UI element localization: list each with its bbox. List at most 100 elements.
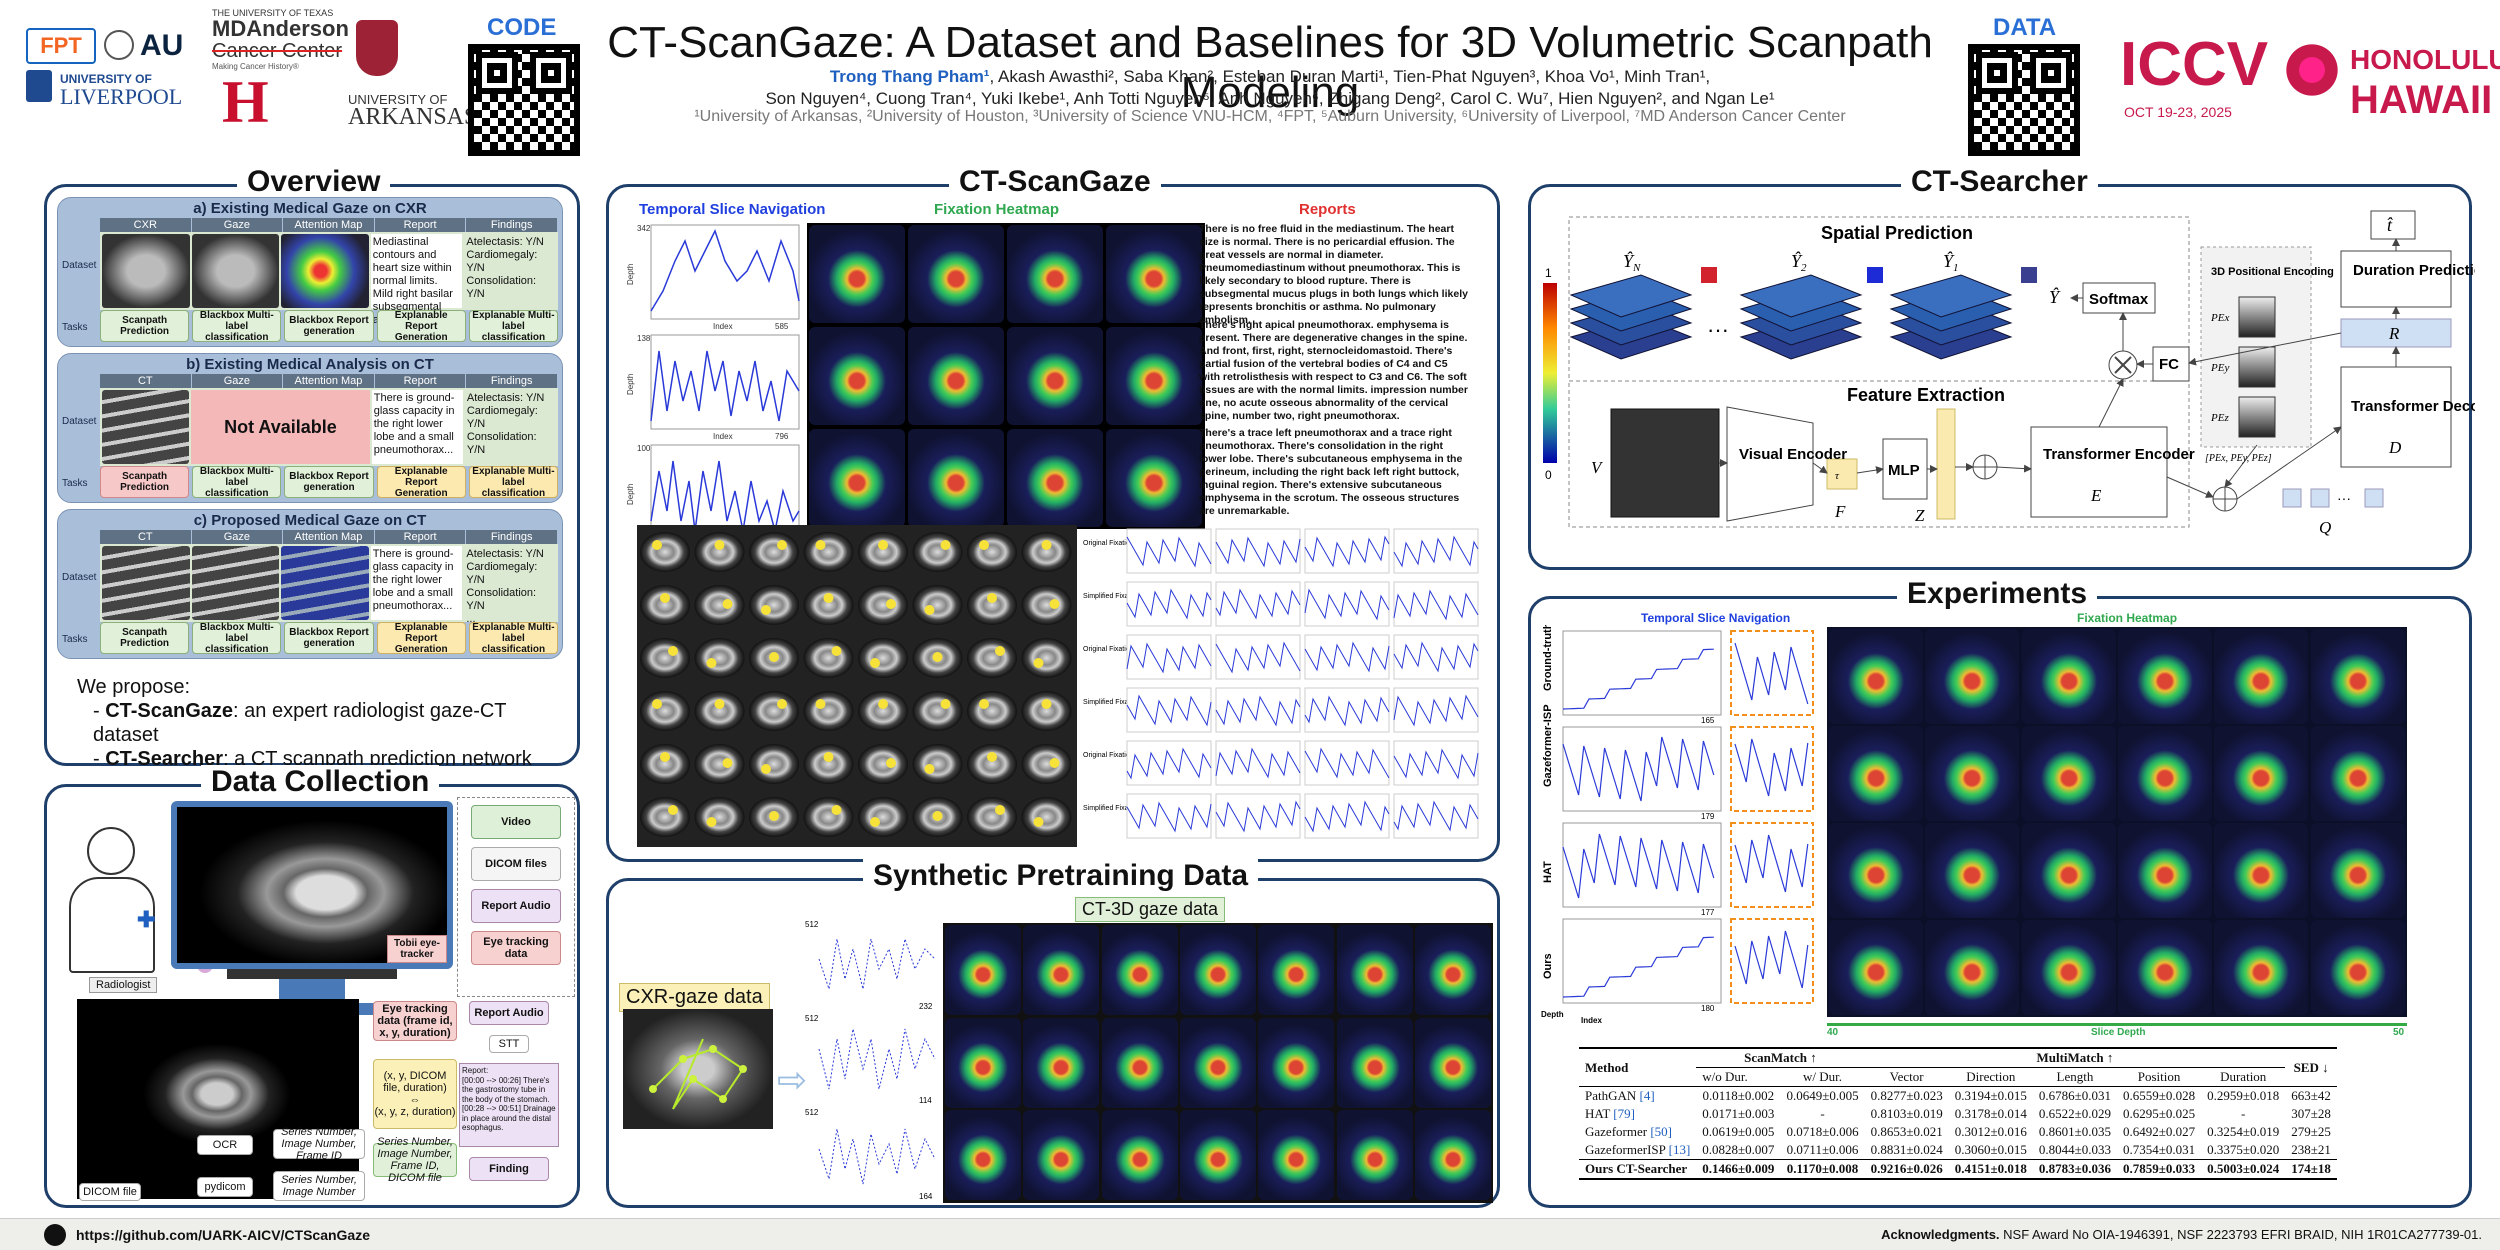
- method-cell: Ours CT-Searcher: [1585, 1161, 1688, 1176]
- fixation-series-line: [1215, 536, 1301, 568]
- exp-temporal-label: Temporal Slice Navigation: [1641, 611, 1791, 625]
- col-header: CT: [100, 374, 192, 388]
- fixation-dot: [940, 540, 951, 550]
- code-qr-icon[interactable]: [468, 44, 580, 156]
- radiologist-body-icon: [69, 877, 155, 973]
- ct-slice-tile: [858, 638, 908, 678]
- fixation-dot: [706, 658, 717, 668]
- exp-heatmap-tile: [2214, 920, 2309, 1015]
- plot-ytick: 100: [637, 444, 651, 453]
- fixation-series-line: [1126, 536, 1212, 568]
- th-sub: Direction: [1966, 1069, 2016, 1084]
- fixation-dot: [932, 652, 943, 662]
- fixation-dot: [1033, 658, 1044, 668]
- synthetic-heatmap-tile: [1414, 925, 1491, 1015]
- tasks-label: Tasks: [62, 322, 88, 333]
- value-cell: 0.8044±0.033: [2038, 1142, 2111, 1157]
- fixation-dot: [878, 540, 888, 550]
- box-c-columns: CT Gaze Attention Map Report Findings: [100, 530, 558, 544]
- plot-1: 342 585 Index Depth: [626, 224, 800, 331]
- output-eye-tracking: Eye tracking data: [471, 931, 561, 965]
- fixation-series-line: [1215, 641, 1301, 674]
- task-chip: Blackbox Report generation: [284, 622, 374, 654]
- value-cell: 0.1466±0.009: [1702, 1161, 1775, 1176]
- scangaze-panel: CT-ScanGaze Temporal Slice Navigation Fi…: [606, 165, 1500, 862]
- exp-heatmap-tile: [1829, 726, 1923, 821]
- fixation-series-line: [1304, 747, 1390, 779]
- ct-slice-tile: [749, 585, 799, 625]
- synthetic-heatmap-tile: [945, 1017, 1021, 1108]
- col-header: Attention Map: [283, 218, 375, 232]
- synthetic-title: Synthetic Pretraining Data: [863, 859, 1259, 893]
- heatmap-tile: [1007, 429, 1103, 527]
- cxr-gaze-path: [649, 1038, 747, 1110]
- not-available-box: Not Available: [191, 390, 370, 464]
- value-cell: 0.4151±0.018: [1954, 1161, 2027, 1176]
- colorbar-top: 1: [1545, 266, 1552, 280]
- y-2-label: Ŷ2: [1791, 250, 1807, 274]
- plot-ytick: 512: [805, 1014, 819, 1023]
- th-sed: SED ↓: [2293, 1059, 2329, 1075]
- arkansas-line2: ARKANSAS: [348, 104, 478, 130]
- fixation-series-line: [1393, 535, 1479, 568]
- fixation-dot: [706, 817, 717, 827]
- heatmap-tile: [908, 327, 1004, 425]
- method-cell: GazeformerISP [13]: [1585, 1142, 1691, 1157]
- col-header: Gaze: [191, 374, 284, 388]
- ct-slice-tile: [749, 532, 799, 572]
- exp-slice-line: [1562, 736, 1715, 802]
- task-chip: Blackbox Report generation: [284, 310, 374, 342]
- th-sub: Duration: [2220, 1069, 2267, 1084]
- th-sub: w/ Dur.: [1803, 1069, 1842, 1084]
- fixation-dot: [995, 646, 1005, 656]
- dataset-label: Dataset: [62, 572, 97, 583]
- box-c-tasks: Scanpath Prediction Blackbox Multi-label…: [100, 622, 559, 655]
- fixation-dot: [660, 593, 670, 603]
- data-qr-icon[interactable]: [1968, 44, 2080, 156]
- fixation-heatmap-grid: [807, 223, 1205, 529]
- y-n-label: ŶN: [1623, 250, 1641, 274]
- exp-row-label: Gazeformer-ISP: [1542, 704, 1554, 787]
- series-frame-dicom-box: Series Number, Image Number, Frame ID, D…: [373, 1136, 457, 1184]
- table-row: Ours CT-Searcher 0.1466±0.009 0.1170±0.008…: [1579, 1159, 2337, 1179]
- github-link[interactable]: https://github.com/UARK-AICV/CTScanGaze: [76, 1227, 371, 1243]
- cxr-gaze-image: [623, 1009, 773, 1129]
- th-method: Method: [1585, 1059, 1629, 1075]
- fixation-dot: [815, 540, 826, 550]
- th-multimatch: MultiMatch ↑: [1864, 1048, 2286, 1068]
- fixation-series-line: [1304, 588, 1390, 621]
- arrow-right-icon: ⇨: [777, 1059, 808, 1100]
- fixation-series-line: [1304, 641, 1390, 673]
- exp-row-label: HAT: [1542, 861, 1554, 883]
- value-cell: 0.1170±0.008: [1786, 1161, 1859, 1176]
- exp-heatmap-tile: [1925, 823, 2020, 918]
- plot-ytick: 512: [805, 920, 819, 929]
- exp-zoom-line: [1734, 930, 1809, 989]
- value-cell: 0.2959±0.018: [2207, 1088, 2280, 1103]
- fixation-series-line: [1126, 801, 1212, 833]
- exp-heatmap-tile: [2214, 726, 2309, 821]
- value-cell: 0.0718±0.006: [1786, 1124, 1859, 1139]
- fixation-dot: [940, 699, 951, 709]
- ct-slice-tile: [803, 744, 854, 784]
- box-c-dataset-row: There is ground-glass capacity in the ri…: [100, 544, 558, 625]
- exp-xtick: 179: [1701, 812, 1715, 821]
- exp-slice-line: [1562, 936, 1714, 998]
- radiologist-head-icon: [87, 827, 135, 875]
- fixation-dot: [769, 811, 779, 821]
- fixation-dot: [1049, 758, 1060, 768]
- ct-slice-tile: [967, 691, 1017, 731]
- spatial-stack: [1739, 267, 1883, 360]
- hibiscus-icon: [2282, 40, 2342, 100]
- cxr-image: [102, 234, 190, 308]
- exp-slice-line: [1562, 648, 1714, 710]
- encoder-label: Transformer Encoder: [2043, 446, 2195, 463]
- fpt-logo: FPT: [26, 28, 96, 64]
- table-row: Gazeformer [50] 0.0619±0.005 0.0718±0.006 0…: [1579, 1123, 2337, 1141]
- ct-slice-tile: [967, 585, 1017, 625]
- fixation-dot: [870, 658, 880, 668]
- data-label: DATA: [1993, 14, 2057, 41]
- report-3: There's a trace left pneumothorax and a …: [1199, 427, 1463, 517]
- uh-logo: H: [222, 69, 269, 135]
- synthetic-heatmap-tile: [1258, 1110, 1335, 1201]
